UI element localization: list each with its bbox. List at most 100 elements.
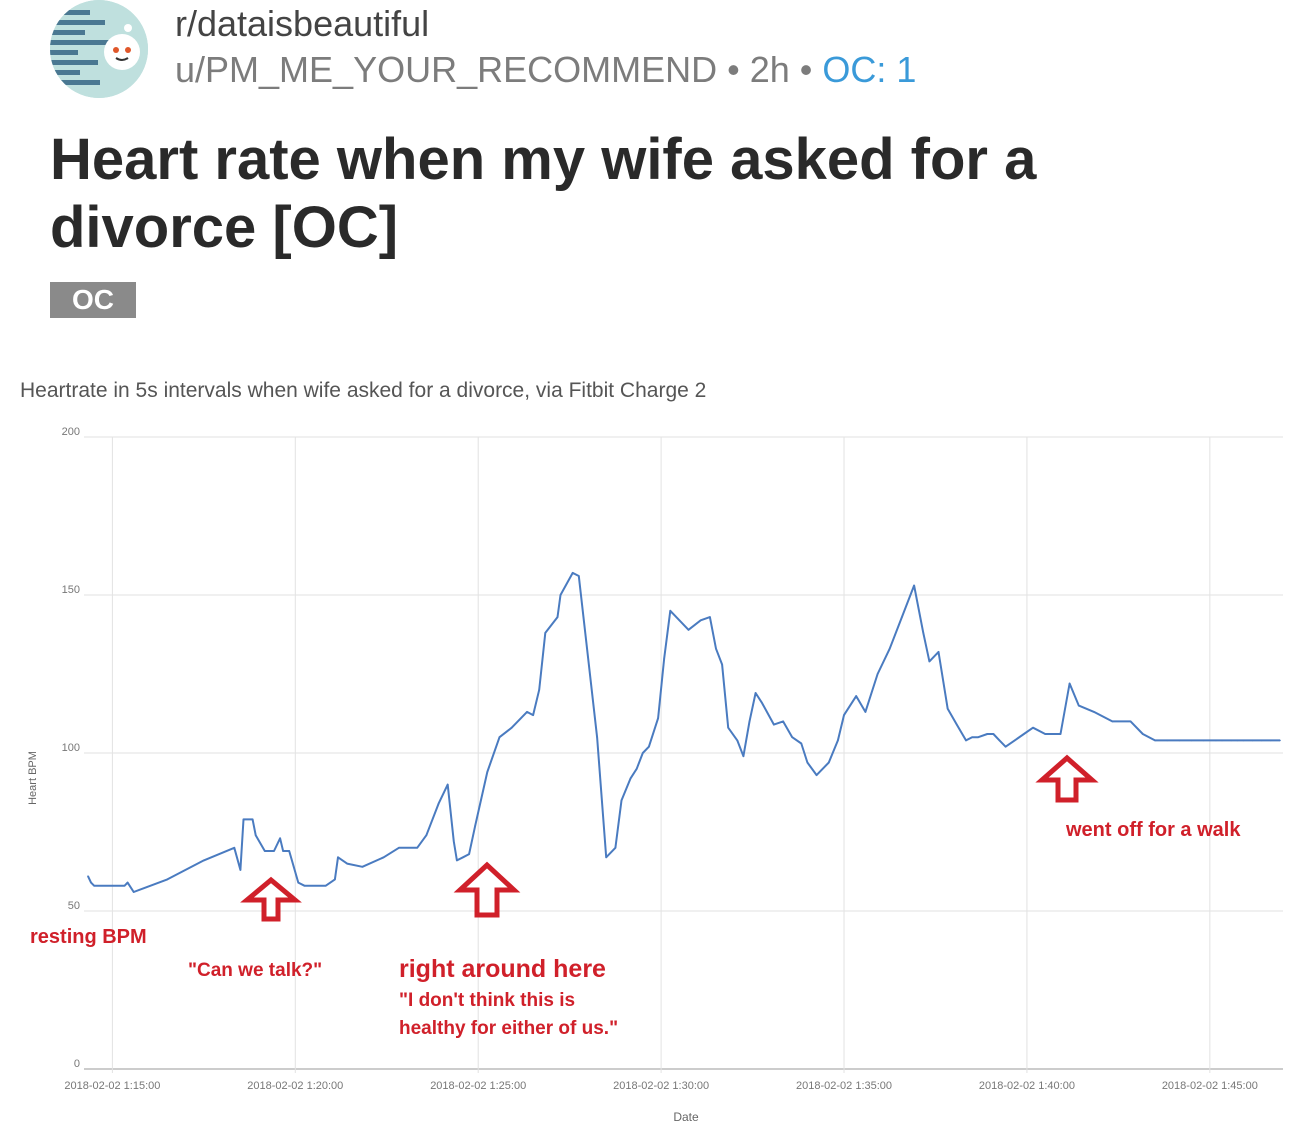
data-point [742,755,745,757]
y-tick-label: 150 [62,584,80,596]
data-point [416,847,419,849]
data-point [166,878,169,881]
data-point [888,647,891,650]
data-point [282,850,284,852]
data-point [1093,711,1095,713]
data-point [946,708,949,710]
post-header: r/dataisbeautiful u/PM_ME_YOUR_RECOMMEND… [0,0,1290,340]
x-tick-label: 2018-02-02 1:40:00 [979,1080,1075,1092]
data-point [382,856,385,859]
data-point [1111,720,1114,723]
data-point [901,616,903,618]
subreddit-link[interactable]: r/dataisbeautiful [175,3,430,44]
x-tick-label: 2018-02-02 1:45:00 [1162,1080,1258,1092]
data-point [456,859,458,862]
arrow-up-icon-went-for-walk [1035,754,1099,803]
meta-separator: • [727,49,740,90]
data-point [1004,745,1007,748]
data-point [1251,739,1254,742]
data-point [855,695,857,697]
data-point [663,657,665,659]
data-point [474,824,477,827]
data-point [806,761,809,764]
data-point [334,878,336,881]
y-axis-label: Heart BPM [27,751,39,805]
chart-title: Heartrate in 5s intervals when wife aske… [20,379,706,402]
data-point [837,739,839,742]
post-meta: u/PM_ME_YOUR_RECOMMEND • 2h • OC: 1 [175,50,916,90]
data-point [233,847,236,849]
data-point [453,840,455,843]
annotation-resting-bpm: resting BPM [30,926,147,948]
chart-container: Heartrate in 5s intervals when wife aske… [0,340,1290,1121]
annotation-can-we-talk: "Can we talk?" [188,960,322,981]
annotations-group: resting BPM "Can we talk?" right around … [30,754,1241,1039]
data-point [526,711,528,713]
data-point [715,647,717,650]
data-point [800,742,803,745]
avatar-graphic [50,0,148,98]
data-point [687,629,690,631]
data-point [605,856,607,859]
data-point [93,884,95,887]
x-tick-label: 2018-02-02 1:30:00 [613,1080,709,1092]
data-point [754,692,757,694]
data-point [325,884,327,887]
data-point [678,619,681,622]
data-point [1202,739,1205,742]
y-axis-ticks: 0 50 100 150 200 [62,426,80,1070]
reddit-snoo-avatar-icon[interactable] [50,0,148,98]
data-point [876,673,879,675]
data-point [1142,733,1144,735]
data-point [510,726,513,729]
data-point [1078,704,1080,707]
x-axis-label: Date [673,1110,699,1121]
data-point [337,856,339,859]
data-point [760,701,763,704]
data-point [648,745,650,748]
data-point [1013,739,1016,742]
y-tick-label: 100 [62,742,80,754]
data-point [1279,739,1281,742]
data-point [242,818,245,821]
data-point [544,632,547,634]
oc-count-badge[interactable]: OC: 1 [822,49,917,90]
data-point [437,802,440,805]
y-tick-label: 0 [74,1058,80,1070]
data-point [828,761,830,764]
data-point [998,739,1001,742]
data-point [486,771,489,773]
data-point [937,651,940,653]
annotation-right-around-here: right around here [399,955,606,983]
data-point [1032,726,1034,729]
meta-separator: • [799,49,813,90]
data-point [620,799,623,802]
data-point [297,881,300,884]
data-point [273,850,275,852]
data-point [642,752,644,754]
data-point [446,783,449,786]
arrow-up-icon-can-we-talk [240,876,302,922]
data-point [657,717,659,719]
x-tick-label: 2018-02-02 1:20:00 [247,1080,343,1092]
y-tick-label: 200 [62,426,80,438]
post-age: 2h [749,49,790,90]
data-point [1242,739,1245,742]
data-point [556,616,559,618]
post-title[interactable]: Heart rate when my wife asked for a divo… [50,127,1037,260]
x-tick-label: 2018-02-02 1:25:00 [430,1080,526,1092]
data-point [1230,739,1232,742]
data-point [346,862,348,865]
data-point [1154,739,1156,742]
oc-flair[interactable]: OC [50,282,136,318]
data-point [736,739,739,742]
author-link[interactable]: u/PM_ME_YOUR_RECOMMEND [175,49,718,90]
data-point [254,834,257,836]
series-group [87,571,1281,893]
data-point [1050,733,1053,735]
data-point [1129,720,1132,723]
data-point [468,853,470,855]
data-point [956,723,958,726]
data-point [239,869,242,871]
data-point [361,866,364,868]
